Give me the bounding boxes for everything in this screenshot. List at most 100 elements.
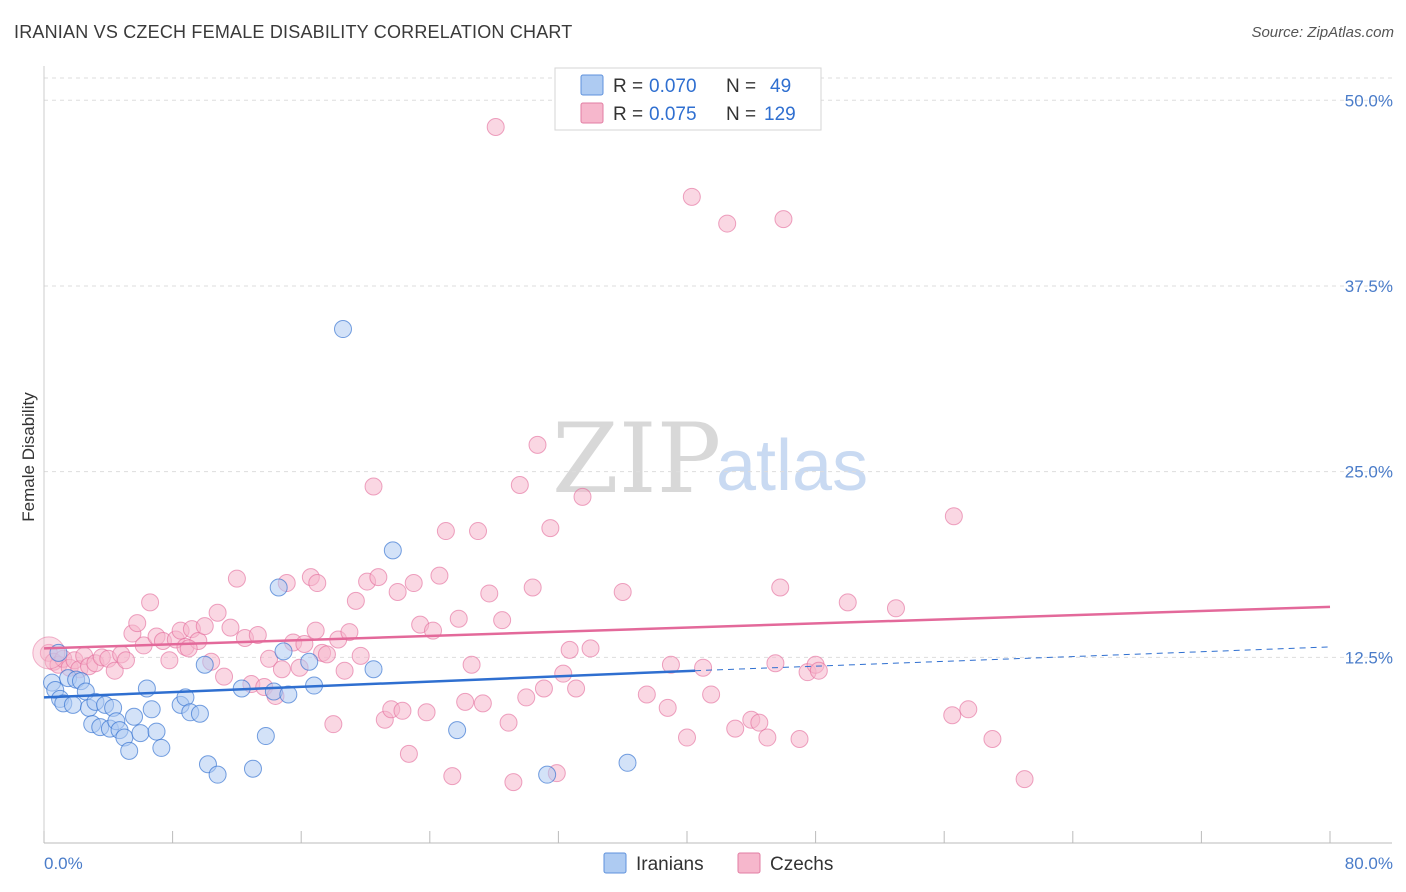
czech-point — [573, 487, 592, 506]
czech-point — [195, 617, 214, 636]
legend-label-czechs[interactable]: Czechs — [770, 854, 833, 875]
iranian-point — [364, 660, 383, 679]
czech-point — [682, 187, 701, 206]
czech-point — [369, 568, 388, 587]
czech-point — [613, 582, 632, 601]
czech-point — [141, 593, 160, 612]
iranian-point — [269, 578, 288, 597]
watermark-atlas: atlas — [716, 426, 868, 506]
iranian-point — [195, 655, 214, 674]
stats-swatch-iranians — [580, 74, 604, 96]
iranian-point — [63, 695, 82, 714]
stats-r-label-iranians: R = — [613, 76, 643, 97]
iranian-point — [538, 765, 557, 784]
stats-r-value-czechs: 0.075 — [649, 104, 697, 125]
czech-point — [726, 719, 745, 738]
iranian-point — [208, 765, 227, 784]
czech-point — [838, 593, 857, 612]
y-tick-label: 37.5% — [1345, 277, 1393, 296]
czech-point — [541, 519, 560, 538]
stats-n-label-czechs: N = — [726, 104, 756, 125]
czech-point — [567, 679, 586, 698]
czech-point — [308, 574, 327, 593]
x-tick-label-max: 80.0% — [1345, 854, 1393, 873]
czech-point — [809, 661, 828, 680]
czech-point — [227, 569, 246, 588]
czech-point — [943, 706, 962, 725]
czech-point — [324, 715, 343, 734]
czech-point — [364, 477, 383, 496]
czech-point — [340, 623, 359, 642]
legend-swatch-czechs[interactable] — [737, 852, 761, 874]
czech-point — [523, 578, 542, 597]
czech-point — [462, 655, 481, 674]
czech-point — [393, 701, 412, 720]
iranian-point — [333, 320, 352, 339]
iranian-point — [147, 722, 166, 741]
czech-point — [128, 614, 147, 633]
czech-point — [436, 522, 455, 541]
czech-point — [116, 651, 135, 670]
czech-point — [983, 730, 1002, 749]
czech-point — [417, 703, 436, 722]
czech-point — [504, 773, 523, 792]
czech-point — [260, 649, 279, 668]
czech-point — [510, 476, 529, 495]
x-tick-labels: 0.0% 80.0% — [44, 854, 1393, 873]
czech-trend-line — [43, 605, 1331, 650]
iranian-point — [274, 642, 293, 661]
legend-swatch-iranians[interactable] — [603, 852, 627, 874]
czech-point — [581, 639, 600, 658]
czech-point — [430, 566, 449, 585]
czech-point — [208, 603, 227, 622]
iranian-trend-line — [43, 669, 696, 699]
czech-point — [554, 664, 573, 683]
czech-point — [351, 646, 370, 665]
trend-lines — [43, 605, 1331, 699]
czech-point — [404, 574, 423, 593]
watermark: ZIP atlas — [552, 403, 868, 515]
iranian-point — [152, 738, 171, 757]
iranian-point — [279, 685, 298, 704]
czech-point — [534, 679, 553, 698]
iranian-point — [142, 700, 161, 719]
czech-point — [886, 599, 905, 618]
series-iranians — [43, 320, 637, 784]
y-tick-label: 12.5% — [1345, 648, 1393, 667]
legend-label-iranians[interactable]: Iranians — [636, 854, 704, 875]
czech-point — [758, 728, 777, 747]
iranian-trend-extension — [695, 646, 1331, 672]
czech-point — [105, 661, 124, 680]
czech-point — [443, 767, 462, 786]
iranian-point — [448, 721, 467, 740]
czech-point — [678, 728, 696, 747]
y-tick-label: 50.0% — [1345, 91, 1393, 110]
czech-point — [469, 522, 488, 541]
czech-point — [473, 694, 492, 713]
y-tick-label: 25.0% — [1345, 463, 1393, 482]
iranian-point — [264, 682, 283, 701]
czech-point — [388, 582, 407, 601]
source-label: Source: ZipAtlas.com — [1251, 24, 1394, 41]
iranian-point — [125, 707, 144, 726]
czech-point — [272, 660, 291, 679]
iranian-point — [131, 724, 150, 743]
stats-n-label-iranians: N = — [726, 76, 756, 97]
iranian-point — [300, 652, 319, 671]
x-tick-label-min: 0.0% — [44, 854, 83, 873]
czech-point — [750, 713, 769, 732]
czech-point — [658, 698, 677, 717]
czech-point — [766, 654, 785, 673]
iranian-point — [618, 753, 637, 772]
iranian-point — [256, 727, 275, 746]
iranian-point — [243, 759, 262, 778]
stats-swatch-czechs — [580, 102, 604, 124]
czech-point — [346, 591, 365, 610]
czech-point — [560, 640, 579, 659]
stats-n-value-czechs: 129 — [764, 104, 796, 125]
czech-point — [517, 688, 536, 707]
czech-point — [306, 621, 325, 640]
bottom-legend: Iranians Czechs — [603, 852, 833, 875]
czech-point — [637, 685, 656, 704]
